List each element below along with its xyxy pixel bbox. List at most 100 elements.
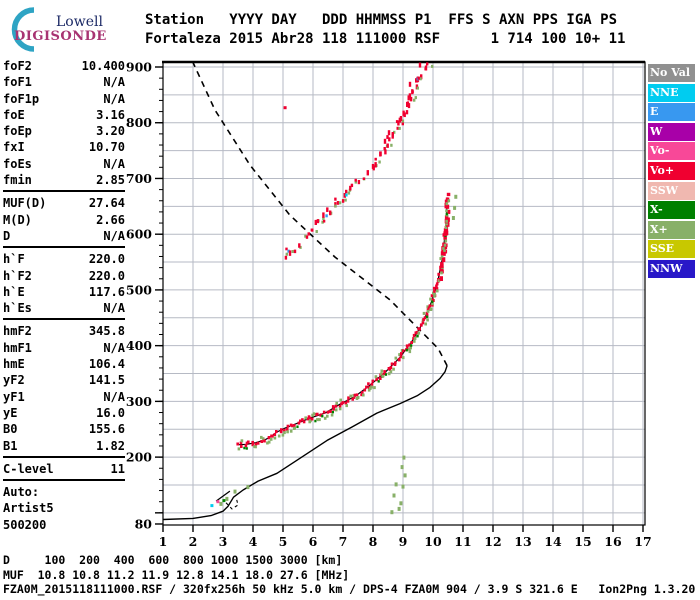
parameter-label: fxI <box>3 140 25 155</box>
f-trace-echo <box>413 337 417 340</box>
f-trace-echo <box>418 327 421 331</box>
f-trace-echo <box>405 344 409 348</box>
f-trace-echo <box>442 246 445 250</box>
f-trace-echo <box>367 388 371 392</box>
f-trace-echo <box>445 209 448 213</box>
e-region-echoes <box>219 501 223 506</box>
f-trace-echo <box>370 382 374 386</box>
parameter-value: N/A <box>103 228 125 243</box>
parameter-label: MUF(D) <box>3 196 47 211</box>
second-order-echo <box>418 62 422 68</box>
f-trace-echo <box>360 393 363 397</box>
second-order-echo <box>398 126 401 130</box>
f-trace-echo <box>261 437 265 441</box>
f-trace-echo <box>421 321 425 325</box>
parameter-row: foE 3.16 <box>3 107 125 123</box>
f-trace-echo <box>251 440 254 444</box>
parameter-panel: foF2 10.400 foF1 N/A foF1p N/A foE 3.16 foEp 3.20… <box>3 58 125 533</box>
f-trace-echo <box>422 311 426 315</box>
f-trace-echo <box>293 426 296 430</box>
f-trace-echo <box>415 330 419 334</box>
second-order-echo <box>345 193 348 197</box>
second-order-echo <box>414 96 417 100</box>
y-tick-label: 200 <box>126 450 152 465</box>
f-trace-echo <box>283 431 286 435</box>
f-trace-echo <box>447 199 451 203</box>
second-order-echo <box>347 191 351 195</box>
parameter-value: N/A <box>103 75 125 90</box>
f-trace-echo <box>271 434 274 438</box>
parameter-value: 16.0 <box>96 405 125 420</box>
f-trace-echo <box>302 420 306 424</box>
second-order-echo <box>322 217 325 220</box>
x-tick-label: 5 <box>279 534 288 549</box>
f-trace-echo <box>416 334 419 338</box>
f-trace-echo <box>254 442 258 446</box>
second-order-echo <box>424 65 428 71</box>
f-trace-echo <box>413 339 416 343</box>
f-trace-echo <box>420 323 423 327</box>
f-trace-echo <box>443 244 448 250</box>
parameter-label: C-level <box>3 461 54 476</box>
parameter-label: h`F <box>3 252 25 267</box>
f-trace-echo <box>341 401 345 405</box>
parameter-label: hmF2 <box>3 324 32 339</box>
f-trace-echo <box>429 307 433 311</box>
f-trace-echo <box>437 279 441 283</box>
f-trace-echo <box>429 297 432 301</box>
parameter-group: C-level 11 <box>3 461 125 482</box>
crescent-icon <box>11 7 35 52</box>
legend-item-label: Vo- <box>650 144 670 158</box>
f-trace-echo <box>388 367 392 371</box>
f-trace-echo <box>310 417 314 421</box>
header-values-line: Fortaleza 2015 Abr28 118 111000 RSF 1 71… <box>145 31 626 47</box>
parameter-value: 10.400 <box>81 59 125 73</box>
second-order-echo <box>314 219 317 225</box>
f-trace-echo <box>340 402 343 406</box>
f-trace-echo <box>444 239 448 243</box>
f-trace-echo <box>426 309 430 313</box>
e-region-echoes <box>222 499 226 503</box>
second-order-echo <box>311 228 314 232</box>
second-order-echo <box>284 255 288 260</box>
f-trace-echo <box>433 294 436 298</box>
second-order-echo <box>379 151 382 157</box>
f-trace-echo <box>443 243 447 247</box>
f-trace-echo <box>334 404 338 408</box>
second-order-echo <box>397 120 400 126</box>
f-trace-echo <box>409 346 412 350</box>
f-trace-echo <box>426 318 429 322</box>
second-order-echo <box>408 81 412 87</box>
parameter-label: h`Es <box>3 301 32 316</box>
second-order-echo <box>349 185 352 191</box>
y-tick-label: 600 <box>126 227 152 242</box>
weak-green-specks <box>399 501 403 506</box>
f-trace-echo <box>275 430 278 433</box>
second-order-echo <box>399 116 403 121</box>
header-columns-line: Station YYYY DAY DDD HHMMSS P1 FFS S AXN… <box>145 12 618 28</box>
f-trace-echo <box>412 333 416 337</box>
f-trace-echo <box>400 352 403 356</box>
second-order-echo <box>411 90 414 94</box>
f-trace-echo <box>277 434 281 438</box>
f-trace-echo <box>408 350 412 354</box>
lowell-digisonde-logo: Lowell DIGISONDE <box>4 4 134 52</box>
f-trace-echo <box>254 445 257 449</box>
f-trace-echo <box>398 353 401 357</box>
f-trace-echo <box>308 416 312 420</box>
legend-item-label: W <box>650 124 663 138</box>
parameter-row: foF1 N/A <box>3 74 125 90</box>
f-trace-echo <box>323 416 327 420</box>
f-trace-echo <box>245 447 248 450</box>
f-trace-echo <box>435 282 439 286</box>
f-trace-echo <box>312 412 316 416</box>
x-tick-label: 11 <box>454 534 471 549</box>
f-trace-echo <box>379 377 382 380</box>
autoscaling-info-line: Artist5 <box>3 501 54 516</box>
second-order-echo <box>395 120 399 123</box>
second-order-echo <box>285 247 288 251</box>
bottom-text-block: D 100 200 400 600 800 1000 1500 3000 [km… <box>3 553 695 597</box>
f-trace-echo <box>318 418 321 422</box>
y-tick-label: 300 <box>126 394 152 409</box>
f-trace-echo <box>285 427 289 431</box>
